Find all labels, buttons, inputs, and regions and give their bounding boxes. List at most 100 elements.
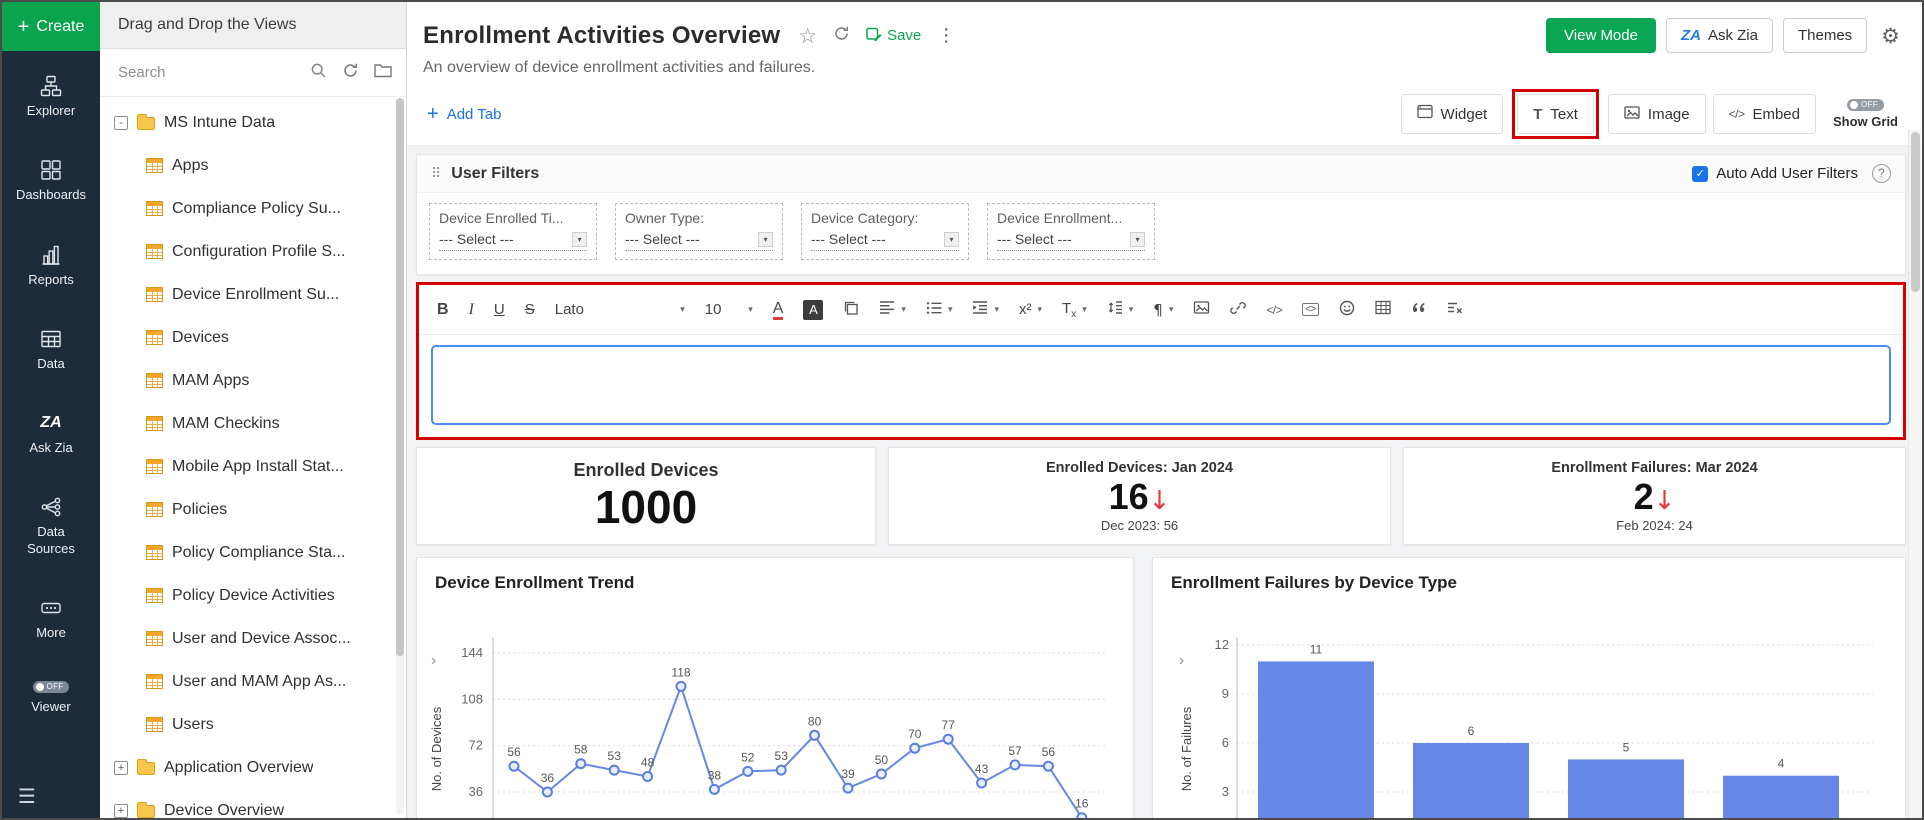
tree-view-item[interactable]: Policy Device Activities (100, 574, 406, 617)
nav-ask-zia[interactable]: ZA Ask Zia (29, 414, 73, 455)
viewer-off-toggle[interactable]: OFF (32, 681, 70, 693)
auto-add-checkbox[interactable]: ✓ (1692, 165, 1709, 182)
show-grid-toggle[interactable]: OFF Show Grid (1833, 99, 1898, 129)
tree-folder-application-overview[interactable]: + Application Overview (100, 746, 406, 789)
tree-view-item[interactable]: Users (100, 703, 406, 746)
svg-text:4: 4 (1778, 757, 1785, 771)
refresh-views-icon[interactable] (342, 62, 359, 83)
folder-view-icon[interactable] (374, 63, 392, 82)
superscript-select[interactable]: x² ▾ (1009, 285, 1052, 334)
help-icon[interactable]: ? (1872, 164, 1891, 183)
nav-reports[interactable]: Reports (3, 244, 99, 288)
tree-view-item[interactable]: Policies (100, 488, 406, 531)
chevron-down-icon: ▾ (994, 304, 1000, 315)
refresh-icon[interactable] (833, 25, 850, 46)
nav-more[interactable]: More (3, 597, 99, 641)
text-transform-select[interactable]: Tx ▾ (1052, 285, 1097, 334)
filter-select[interactable]: --- Select --- ▾ (997, 231, 1145, 251)
filter-select[interactable]: --- Select --- ▾ (625, 231, 773, 251)
svg-text:53: 53 (608, 749, 622, 763)
nav-data[interactable]: Data (3, 328, 99, 372)
device-enrollment-trend-chart[interactable]: Device Enrollment Trend 36 72 108 144 56 36 58… (416, 557, 1134, 818)
emoji-button[interactable] (1329, 285, 1365, 334)
add-image-button[interactable]: Image (1607, 94, 1706, 134)
kpi-enrolled-devices[interactable]: Enrolled Devices 1000 (416, 447, 876, 545)
svg-text:72: 72 (469, 738, 483, 753)
tree-folder-device-overview[interactable]: + Device Overview (100, 789, 406, 818)
insert-link-button[interactable] (1220, 285, 1256, 334)
main-scrollbar[interactable] (1908, 130, 1921, 817)
tree-view-item[interactable]: MAM Checkins (100, 402, 406, 445)
add-widget-button[interactable]: Widget (1400, 94, 1504, 134)
more-options-icon[interactable]: ⋮ (937, 25, 956, 46)
kpi-enrollment-failures-mar[interactable]: Enrollment Failures: Mar 2024 2↓ Feb 202… (1403, 447, 1906, 545)
bold-button[interactable]: B (437, 300, 449, 318)
enrollment-failures-chart[interactable]: Enrollment Failures by Device Type 3 6 9 12… (1152, 557, 1906, 818)
svg-text:11: 11 (1310, 642, 1323, 656)
tree-view-item[interactable]: Devices (100, 316, 406, 359)
bar-chart-svg[interactable]: 3 6 9 12 11 6 5 4 › No. of Failures (1153, 599, 1883, 818)
font-size-select[interactable]: 10 ▾ (704, 301, 753, 318)
collapse-menu-icon[interactable]: ☰ (18, 784, 36, 808)
add-embed-button[interactable]: </> Embed (1712, 94, 1816, 134)
tree-view-item[interactable]: Configuration Profile S... (100, 230, 406, 273)
tree-view-item[interactable]: MAM Apps (100, 359, 406, 402)
line-chart-svg[interactable]: 36 72 108 144 56 36 58 53 48 118 38 52 53 80 39 50 70 77 4… (417, 599, 1117, 818)
scrollbar-thumb[interactable] (396, 98, 404, 657)
ask-zia-button[interactable]: ZA Ask Zia (1665, 18, 1773, 53)
add-tab-button[interactable]: + Add Tab (427, 103, 502, 125)
kpi-enrolled-devices-jan[interactable]: Enrolled Devices: Jan 2024 16↓ Dec 2023:… (888, 447, 1391, 545)
tree-view-item[interactable]: User and Device Assoc... (100, 617, 406, 660)
show-grid-off-pill[interactable]: OFF (1847, 99, 1884, 111)
nav-viewer[interactable]: OFF Viewer (31, 681, 71, 714)
highlight-color-button[interactable]: A (793, 285, 833, 334)
expand-plus-icon[interactable]: + (114, 760, 128, 775)
nav-explorer[interactable]: Explorer (3, 75, 99, 119)
code-view-button[interactable]: </> (1256, 285, 1292, 334)
line-height-select[interactable]: ▾ (1097, 285, 1144, 334)
align-select[interactable]: ▾ (869, 285, 916, 334)
tree-view-item[interactable]: Device Enrollment Su... (100, 273, 406, 316)
views-scrollbar[interactable] (396, 98, 404, 814)
insert-image-button[interactable] (1183, 285, 1220, 334)
insert-table-button[interactable] (1365, 285, 1401, 334)
search-input[interactable] (118, 64, 295, 81)
font-color-button[interactable]: A (763, 285, 794, 334)
settings-gear-icon[interactable]: ⚙ (1881, 23, 1900, 48)
expand-plus-icon[interactable]: + (114, 803, 128, 818)
tree-view-item[interactable]: Compliance Policy Su... (100, 187, 406, 230)
tree-view-item[interactable]: Apps (100, 144, 406, 187)
create-button[interactable]: + Create (2, 2, 100, 51)
title-actions: ☆ Save ⋮ (798, 24, 955, 48)
code-block-button[interactable]: <> (1292, 285, 1329, 334)
tree-view-item[interactable]: Policy Compliance Sta... (100, 531, 406, 574)
filter-select[interactable]: --- Select --- ▾ (811, 231, 959, 251)
add-text-button[interactable]: T Text (1517, 94, 1594, 134)
indent-select[interactable]: ▾ (962, 285, 1009, 334)
paragraph-select[interactable]: ¶ ▾ (1143, 285, 1183, 334)
italic-button[interactable]: I (468, 300, 474, 318)
list-select[interactable]: ▾ (916, 285, 963, 334)
underline-button[interactable]: U (493, 301, 505, 318)
text-editor-area[interactable] (431, 345, 1891, 425)
tree-view-item[interactable]: User and MAM App As... (100, 660, 406, 703)
save-button[interactable]: Save (866, 26, 921, 46)
blockquote-button[interactable] (1401, 285, 1437, 334)
tree-folder-ms-intune-data[interactable]: - MS Intune Data (100, 101, 406, 144)
collapse-minus-icon[interactable]: - (114, 115, 128, 130)
drag-handle-icon[interactable]: ⠿ (431, 165, 442, 182)
scrollbar-thumb[interactable] (1911, 132, 1920, 292)
filter-select[interactable]: --- Select --- ▾ (439, 231, 587, 251)
nav-dashboards[interactable]: Dashboards (3, 159, 99, 203)
favorite-star-icon[interactable]: ☆ (798, 23, 818, 48)
tree-view-item[interactable]: Mobile App Install Stat... (100, 445, 406, 488)
clear-format-button[interactable] (1437, 285, 1473, 334)
themes-button[interactable]: Themes (1782, 18, 1868, 53)
strikethrough-button[interactable]: S (524, 301, 535, 318)
search-icon[interactable] (310, 62, 327, 83)
font-family-select[interactable]: Lato ▾ (554, 301, 685, 318)
format-painter-button[interactable] (833, 285, 869, 334)
data-table-icon (40, 328, 62, 350)
view-mode-button[interactable]: View Mode (1546, 18, 1656, 53)
nav-data-sources[interactable]: Data Sources (3, 496, 99, 557)
